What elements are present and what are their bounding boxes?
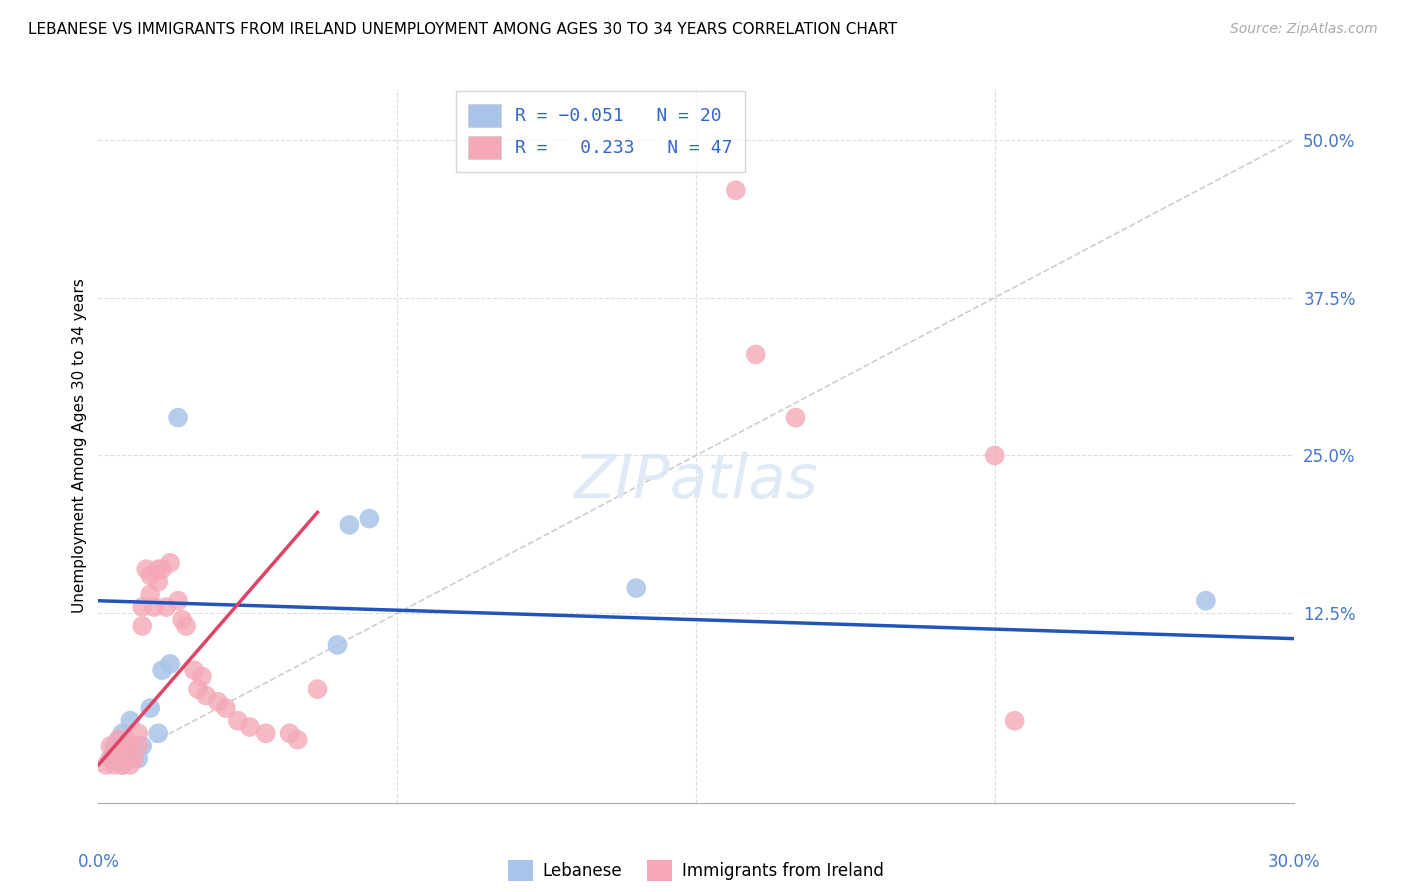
Point [183, 663, 205, 677]
Point [131, 619, 153, 633]
Point [115, 751, 138, 765]
Point [127, 751, 149, 765]
Point [226, 714, 249, 728]
Point [159, 657, 181, 671]
Point [120, 739, 142, 753]
Point [103, 739, 125, 753]
Point [187, 682, 209, 697]
Point [167, 410, 190, 425]
Point [139, 587, 162, 601]
Point [107, 751, 129, 765]
Point [131, 739, 153, 753]
Point [100, 739, 122, 753]
Point [195, 689, 218, 703]
Text: 30.0%: 30.0% [1267, 854, 1320, 871]
Point [148, 726, 170, 740]
Point [287, 732, 309, 747]
Point [1004, 714, 1026, 728]
Point [103, 745, 125, 759]
Point [127, 739, 149, 753]
Point [278, 726, 301, 740]
Point [159, 556, 181, 570]
Point [339, 517, 360, 532]
Point [100, 751, 122, 765]
Point [167, 593, 190, 607]
Point [111, 726, 134, 740]
Point [124, 751, 146, 765]
Point [155, 600, 177, 615]
Point [191, 669, 214, 683]
Point [359, 511, 381, 525]
Point [120, 714, 142, 728]
Point [111, 739, 134, 753]
Point [135, 562, 157, 576]
Point [207, 695, 229, 709]
Point [785, 410, 807, 425]
Point [215, 701, 238, 715]
Point [143, 600, 166, 615]
Point [724, 183, 747, 197]
Point [148, 562, 170, 576]
Text: 0.0%: 0.0% [77, 854, 120, 871]
Point [139, 701, 162, 715]
Point [96, 758, 118, 772]
Point [111, 758, 134, 772]
Point [107, 732, 129, 747]
Point [326, 638, 349, 652]
Text: LEBANESE VS IMMIGRANTS FROM IRELAND UNEMPLOYMENT AMONG AGES 30 TO 34 YEARS CORRE: LEBANESE VS IMMIGRANTS FROM IRELAND UNEM… [28, 22, 897, 37]
Point [115, 745, 138, 759]
Point [131, 600, 153, 615]
Point [120, 758, 142, 772]
Point [254, 726, 277, 740]
Point [239, 720, 262, 734]
Point [127, 726, 149, 740]
Point [107, 732, 129, 747]
Point [139, 568, 162, 582]
Text: ZIPatlas: ZIPatlas [574, 452, 818, 511]
Y-axis label: Unemployment Among Ages 30 to 34 years: Unemployment Among Ages 30 to 34 years [72, 278, 87, 614]
Text: Source: ZipAtlas.com: Source: ZipAtlas.com [1230, 22, 1378, 37]
Point [307, 682, 329, 697]
Point [124, 739, 146, 753]
Point [172, 613, 194, 627]
Point [150, 562, 173, 576]
Point [115, 732, 138, 747]
Point [745, 347, 768, 361]
Point [174, 619, 197, 633]
Point [626, 581, 648, 595]
Point [100, 751, 122, 765]
Point [103, 758, 125, 772]
Point [1195, 593, 1218, 607]
Point [148, 574, 170, 589]
Point [150, 663, 173, 677]
Legend: Lebanese, Immigrants from Ireland: Lebanese, Immigrants from Ireland [501, 854, 891, 888]
Point [111, 758, 134, 772]
Point [984, 449, 1007, 463]
